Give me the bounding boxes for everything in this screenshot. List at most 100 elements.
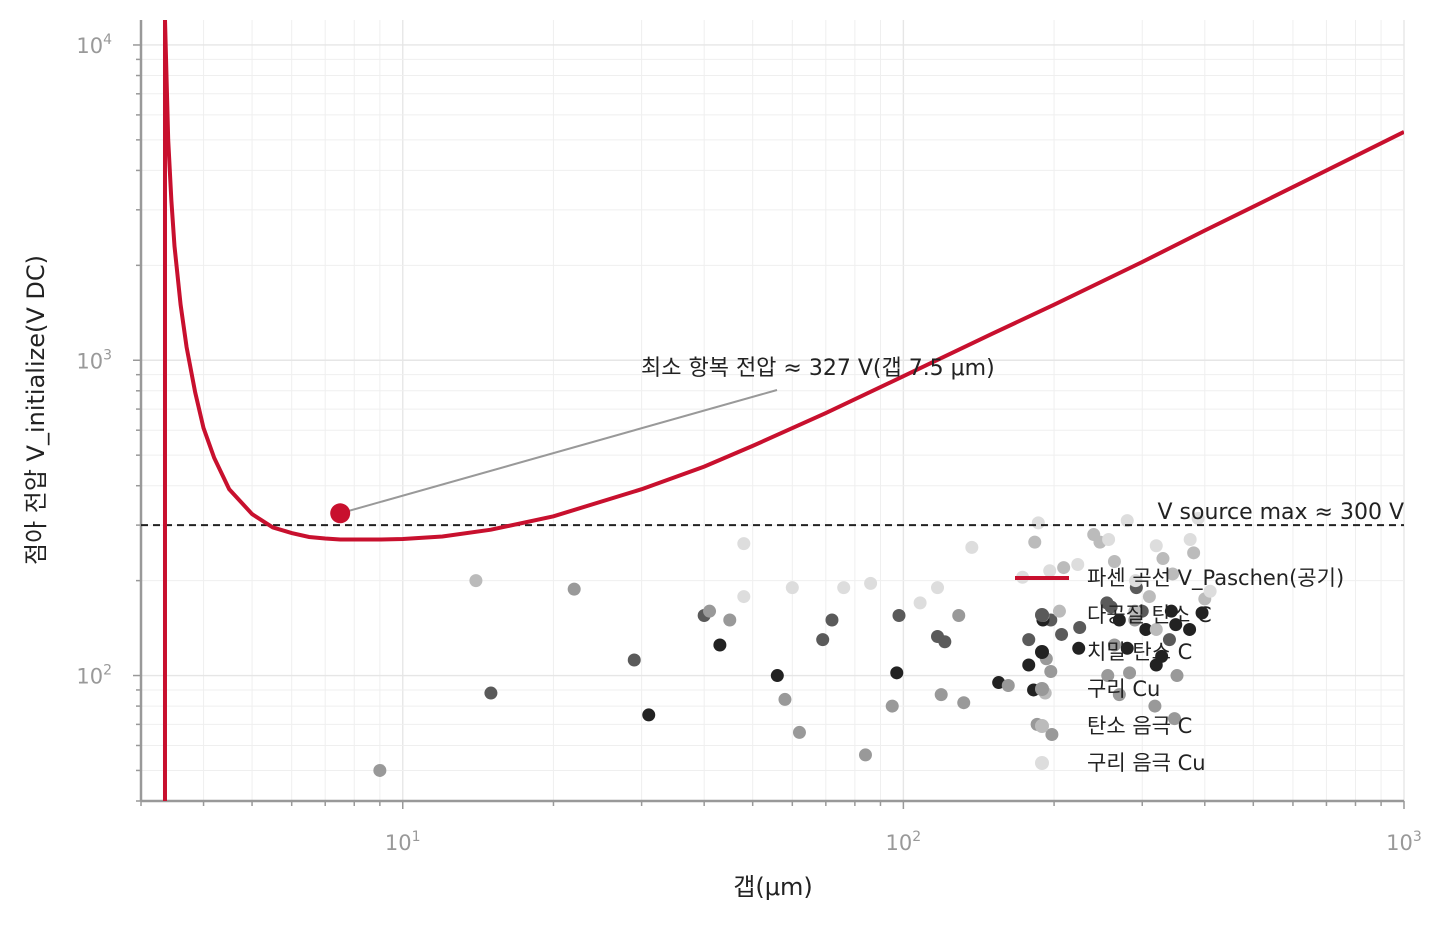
paschen-curve: [163, 20, 1404, 542]
x-ticks: 101 102 103: [385, 829, 1422, 855]
y-tick-label: 103: [76, 347, 112, 373]
scatter-point: [957, 696, 971, 710]
scatter-point: [737, 590, 751, 604]
scatter-point: [778, 692, 792, 706]
scatter-point: [890, 666, 904, 680]
scatter-point: [627, 653, 641, 667]
scatter-point: [1001, 678, 1015, 692]
scatter-point: [1128, 604, 1142, 618]
scatter-point: [1022, 633, 1036, 647]
scatter-point: [1168, 712, 1182, 726]
scatter-point: [1057, 561, 1071, 575]
scatter-point: [1120, 514, 1134, 528]
scatter-point: [1043, 564, 1057, 578]
scatter-point: [1162, 633, 1176, 647]
axes: [133, 20, 1405, 809]
scatter-point: [770, 669, 784, 683]
scatter-point: [703, 604, 717, 618]
legend-label: 구리 Cu: [1087, 677, 1160, 701]
scatter-point: [913, 596, 927, 610]
x-tick-label: 103: [1386, 829, 1422, 855]
scatter-point: [858, 748, 872, 762]
scatter-point: [965, 540, 979, 554]
legend-swatch: [1035, 608, 1049, 622]
scatter-point: [934, 688, 948, 702]
scatter-point: [1149, 622, 1163, 636]
scatter-point: [1166, 567, 1180, 581]
scatter-point: [567, 582, 581, 596]
scatter-point: [1169, 618, 1183, 632]
scatter-point: [1102, 533, 1116, 547]
scatter-point: [1071, 557, 1085, 571]
scatter-point: [837, 581, 851, 595]
x-tick-label: 102: [886, 829, 922, 855]
scatter-point: [892, 609, 906, 623]
scatter-point: [1155, 649, 1169, 663]
y-tick-label: 102: [76, 663, 112, 689]
scatter-point: [938, 635, 952, 649]
scatter-point: [1073, 621, 1087, 635]
legend-label: 치밀 탄소 C: [1087, 640, 1192, 664]
legend-label: 다공질 탄소 C: [1087, 603, 1212, 627]
scatter-point: [723, 613, 737, 627]
scatter-point: [1022, 658, 1036, 672]
scatter-point: [1142, 590, 1156, 604]
scatter-point: [1055, 627, 1069, 641]
scatter-point: [1191, 511, 1205, 525]
annotation-leader-line: [339, 389, 778, 515]
scatter-point: [1195, 606, 1209, 620]
x-tick-label: 101: [385, 829, 421, 855]
scatter-point: [1072, 641, 1086, 655]
scatter-point: [1148, 699, 1162, 713]
scatter-point: [1028, 535, 1042, 549]
scatter-point: [1044, 664, 1058, 678]
legend-swatch: [1035, 719, 1049, 733]
scatter-point: [642, 708, 656, 722]
scatter-point: [1149, 539, 1163, 553]
scatter-point: [1120, 641, 1134, 655]
scatter-point: [1170, 669, 1184, 683]
scatter-point: [1156, 552, 1170, 566]
scatter-point: [864, 576, 878, 590]
scatter-point: [1123, 666, 1137, 680]
legend-swatch: [1035, 756, 1049, 770]
scatter-point: [952, 609, 966, 623]
scatter-point: [484, 686, 498, 700]
scatter-point: [1052, 604, 1066, 618]
scatter-points: [373, 511, 1217, 777]
scatter-point: [373, 763, 387, 777]
scatter-point: [1107, 554, 1121, 568]
scatter-point: [1100, 596, 1114, 610]
min-point-marker: [330, 503, 351, 524]
scatter-point: [1183, 533, 1197, 547]
legend-label-curve: 파센 곡선 V_Paschen(공기): [1087, 566, 1344, 591]
scatter-point: [1087, 528, 1101, 542]
grid: [140, 20, 1405, 802]
scatter-point: [1187, 546, 1201, 560]
scatter-point: [1112, 613, 1126, 627]
x-axis-label: 갭(μm): [733, 873, 812, 901]
scatter-point: [1164, 604, 1178, 618]
scatter-point: [792, 725, 806, 739]
scatter-point: [469, 574, 483, 588]
legend-swatch: [1035, 682, 1049, 696]
legend-label: 탄소 음극 C: [1087, 714, 1192, 738]
scatter-point: [1203, 584, 1217, 598]
legend-label: 구리 음극 Cu: [1087, 751, 1206, 775]
reference-line-label: V source max ≈ 300 V: [1158, 500, 1404, 525]
scatter-point: [1101, 669, 1115, 683]
scatter-point: [713, 638, 727, 652]
y-tick-label: 104: [76, 32, 112, 58]
scatter-point: [816, 633, 830, 647]
scatter-point: [737, 537, 751, 551]
scatter-point: [1112, 688, 1126, 702]
scatter-point: [1107, 638, 1121, 652]
scatter-point: [885, 699, 899, 713]
scatter-point: [1183, 622, 1197, 636]
scatter-point: [1031, 516, 1045, 530]
scatter-point: [1139, 622, 1153, 636]
legend-swatch: [1035, 645, 1049, 659]
y-ticks: 102 103 104: [76, 32, 112, 689]
plot-area: [141, 20, 1404, 801]
